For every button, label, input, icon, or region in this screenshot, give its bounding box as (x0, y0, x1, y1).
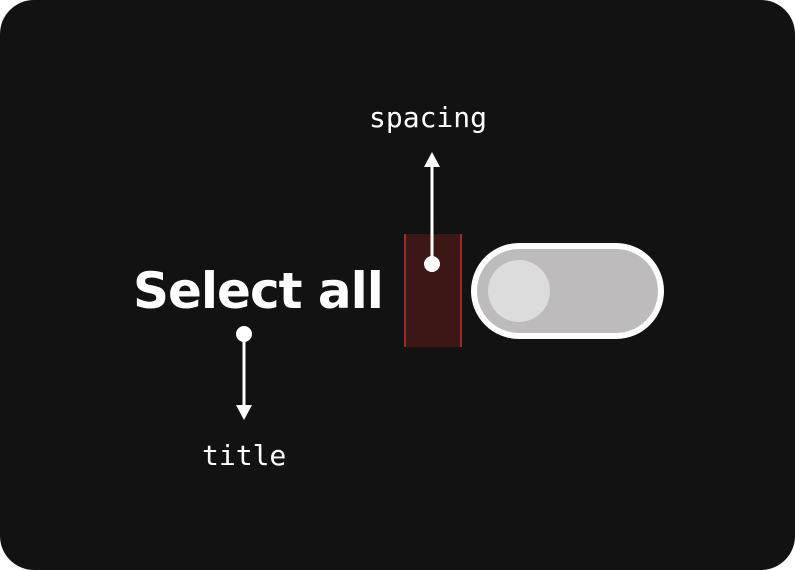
title-arrow-dot (236, 326, 252, 342)
title-arrow-head (236, 405, 252, 420)
spacing-annotation-label: spacing (369, 101, 488, 134)
spacing-arrow-dot (424, 256, 440, 272)
toggle-switch[interactable] (471, 243, 664, 339)
spacing-arrow-head (424, 152, 440, 167)
title-annotation-label: title (202, 439, 287, 472)
select-all-title: Select all (133, 262, 384, 320)
toggle-knob[interactable] (488, 260, 550, 322)
